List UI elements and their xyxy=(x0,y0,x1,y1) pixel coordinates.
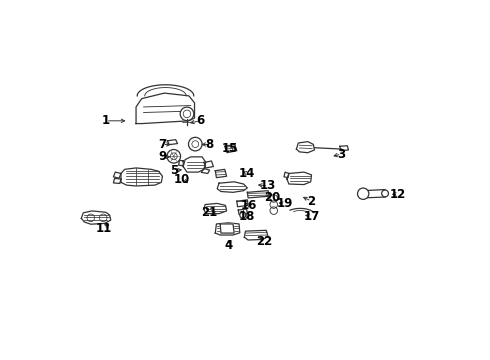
Text: 22: 22 xyxy=(256,235,272,248)
Circle shape xyxy=(183,110,191,118)
Polygon shape xyxy=(225,144,237,153)
Circle shape xyxy=(240,212,246,218)
Text: 5: 5 xyxy=(170,164,178,177)
Text: 8: 8 xyxy=(205,138,214,151)
Polygon shape xyxy=(183,157,206,172)
Polygon shape xyxy=(113,172,121,178)
Polygon shape xyxy=(201,168,210,174)
Text: 4: 4 xyxy=(224,239,233,252)
Polygon shape xyxy=(121,168,163,186)
Polygon shape xyxy=(217,182,247,192)
Text: 9: 9 xyxy=(158,150,167,163)
Polygon shape xyxy=(363,190,386,198)
Text: 14: 14 xyxy=(239,167,256,180)
Text: 17: 17 xyxy=(303,210,319,223)
Polygon shape xyxy=(179,160,183,166)
Polygon shape xyxy=(296,141,315,153)
Polygon shape xyxy=(113,179,121,184)
Text: 3: 3 xyxy=(338,148,346,161)
Polygon shape xyxy=(245,230,268,240)
Polygon shape xyxy=(81,211,111,224)
Polygon shape xyxy=(168,140,177,145)
Circle shape xyxy=(180,107,194,121)
Text: 7: 7 xyxy=(158,138,167,151)
Polygon shape xyxy=(215,169,226,177)
Polygon shape xyxy=(247,191,269,198)
Polygon shape xyxy=(287,172,312,185)
Text: 6: 6 xyxy=(196,114,204,127)
Text: 10: 10 xyxy=(173,172,190,185)
Text: 12: 12 xyxy=(390,188,406,201)
Text: 15: 15 xyxy=(222,142,239,155)
Text: 19: 19 xyxy=(277,198,294,211)
Polygon shape xyxy=(215,223,240,235)
Text: 1: 1 xyxy=(102,114,110,127)
Polygon shape xyxy=(204,203,226,214)
Text: 21: 21 xyxy=(201,206,218,219)
Text: 13: 13 xyxy=(260,179,276,193)
Text: 16: 16 xyxy=(241,199,257,212)
Text: 2: 2 xyxy=(307,195,316,208)
Circle shape xyxy=(167,149,181,163)
Polygon shape xyxy=(136,93,195,123)
Polygon shape xyxy=(237,200,248,207)
Polygon shape xyxy=(220,224,234,233)
Text: 11: 11 xyxy=(96,222,112,235)
Text: 20: 20 xyxy=(264,190,280,203)
Text: 18: 18 xyxy=(239,210,256,223)
Polygon shape xyxy=(340,146,348,151)
Circle shape xyxy=(189,137,202,151)
Polygon shape xyxy=(238,209,247,215)
Polygon shape xyxy=(204,161,214,168)
Polygon shape xyxy=(284,172,289,177)
Circle shape xyxy=(382,190,389,197)
Circle shape xyxy=(358,188,369,199)
